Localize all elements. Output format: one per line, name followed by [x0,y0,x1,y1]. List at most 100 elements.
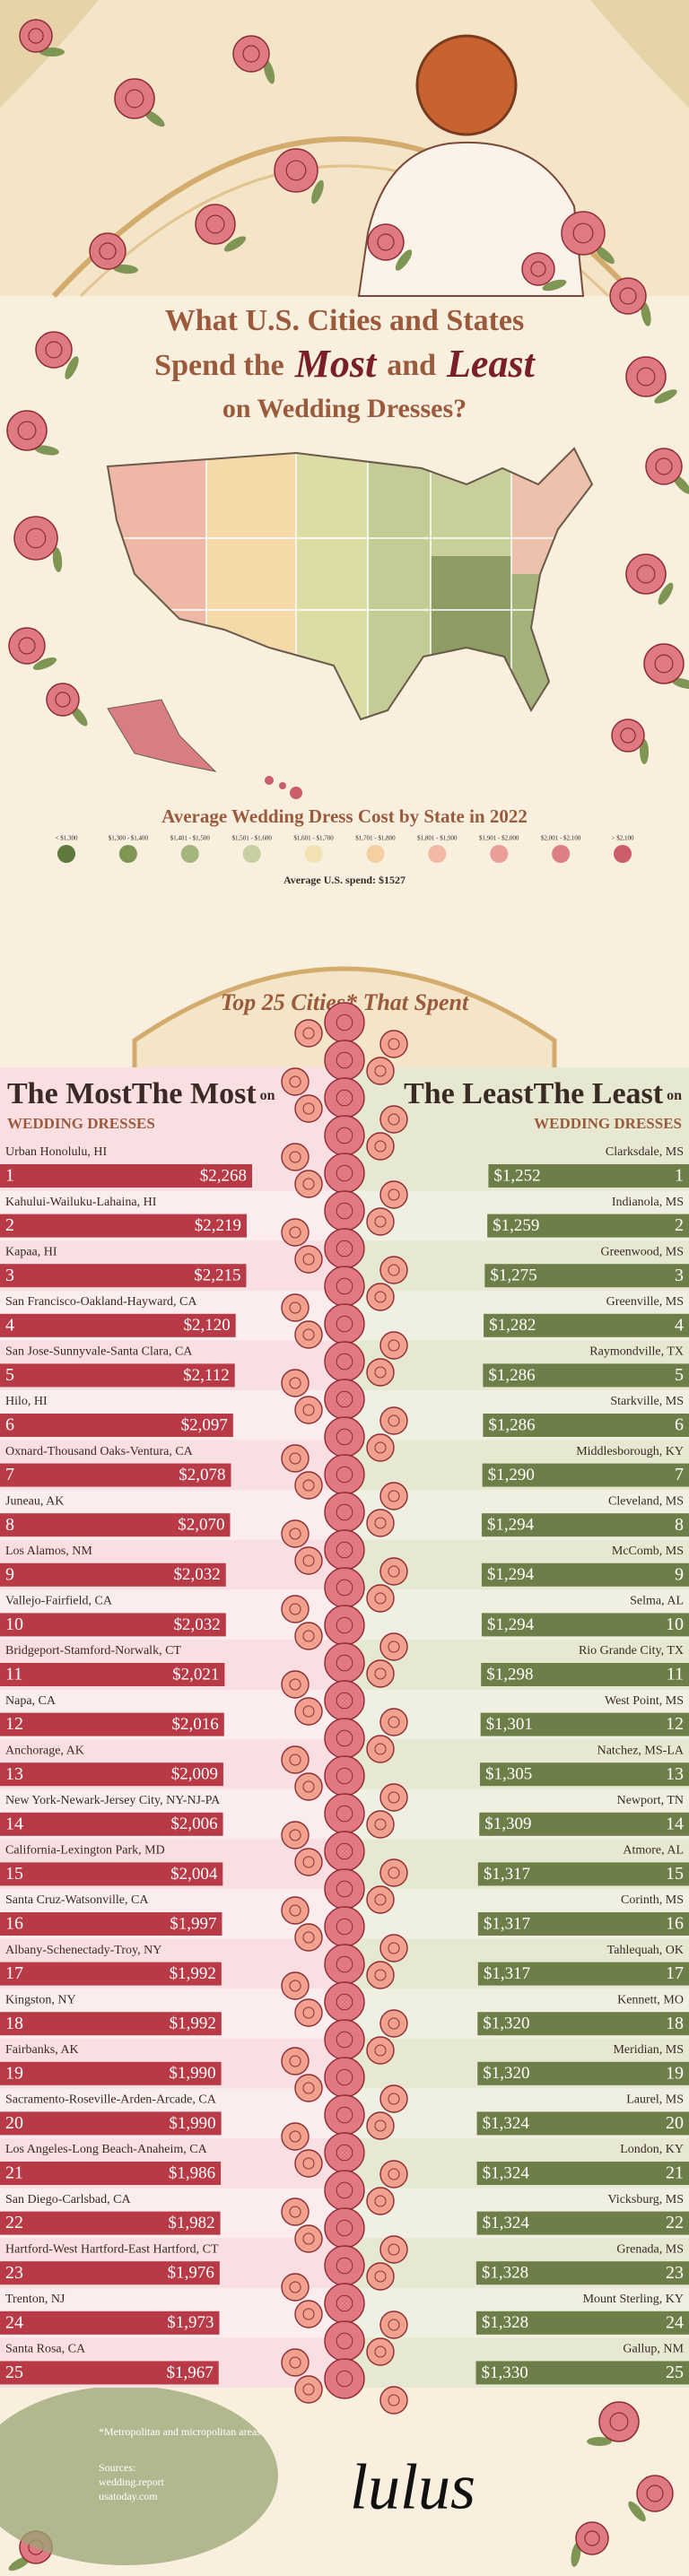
rose-center [289,2206,301,2218]
rose-center [336,1051,353,1069]
rose-center [374,1441,387,1454]
rose [294,1245,323,1274]
rose-center [45,341,63,359]
rose [19,19,53,53]
city-name: Newport, TN [617,1794,684,1807]
rose-center [302,1705,315,1718]
legend-swatch [552,845,571,863]
bar [475,2311,689,2335]
rose-center [302,1856,315,1868]
rose-center [388,2243,400,2256]
city-name: McComb, MS [612,1545,684,1558]
rose [636,2475,674,2512]
rose [324,1831,365,1872]
city-name: Gallup, NM [623,2343,684,2356]
legend-swatch [428,845,447,863]
rose [294,1094,323,1123]
rose-center [302,2308,315,2320]
rose-vine [281,1002,408,2415]
rose-center [302,1404,315,1416]
rose [324,2057,365,2098]
source: usatoday.com [99,2490,158,2502]
rose-center [336,2181,353,2199]
rose [294,1019,323,1048]
rose-center [388,2319,400,2331]
bar [483,1363,689,1388]
rank: 1 [675,1166,684,1186]
column-title-main: The Most [7,1077,133,1110]
city-name: Urban Honolulu, HI [5,1145,107,1159]
rank: 21 [5,2163,23,2183]
value-label: $1,328 [482,2264,528,2283]
rank: 12 [666,1714,684,1734]
rose [324,1190,365,1231]
bar [481,1513,689,1537]
rose [625,553,667,595]
city-name: Selma, AL [630,1595,684,1608]
rose [366,1810,395,1839]
rose [281,1369,310,1397]
rose [366,1735,395,1763]
rose [379,1557,408,1586]
bar [480,1712,689,1736]
rose-center [289,2356,301,2369]
leaf [587,2437,612,2446]
rose-center [336,2294,353,2312]
value-label: $1,992 [170,2015,216,2033]
rose-center [289,1452,301,1465]
leaf [571,2542,581,2567]
column-subtitle: WEDDING DRESSES [534,1115,682,1132]
rose-center [336,1466,353,1484]
rose [294,1772,323,1801]
rose [379,2386,408,2415]
city-name: Vallejo-Fairfield, CA [5,1595,113,1608]
value-label: $1,324 [483,2214,530,2232]
bar [475,2361,689,2385]
bar [0,2111,222,2136]
rose [324,1266,365,1307]
leaf [542,279,567,292]
bar [484,1264,689,1288]
rose-center [336,1541,353,1559]
value-label: $2,215 [194,1266,240,1285]
city-name: Kennett, MO [617,1993,684,2006]
rank: 18 [5,2014,23,2033]
legend-label: $1,701 - $1,800 [355,835,396,842]
city-name: San Francisco-Oakland-Hayward, CA [5,1295,197,1309]
bar [0,1164,253,1188]
rose-center [302,1102,315,1115]
rose [324,1906,365,1947]
rose-center [584,2530,600,2546]
rank: 5 [5,1365,14,1385]
rose-center [336,1277,353,1295]
value-label: $1,990 [169,2064,215,2083]
rose [379,1256,408,1284]
rose [645,448,683,485]
rank: 11 [667,1665,684,1684]
rose [324,2283,365,2324]
bar [0,2311,220,2335]
rose-center [388,1716,400,1728]
rose-center [336,2031,353,2049]
city-name: Albany-Schenectady-Troy, NY [5,1944,161,1957]
rank: 15 [5,1864,23,1884]
rank: 23 [666,2263,684,2283]
rank: 14 [5,1814,23,1833]
city-name: Laurel, MS [626,2093,684,2107]
rank: 11 [5,1665,22,1684]
rose [274,148,318,193]
rose [281,1444,310,1473]
value-label: $1,282 [489,1316,536,1335]
rose [521,252,555,286]
rose [294,2375,323,2404]
rose [294,2074,323,2102]
rose-center [289,2281,301,2293]
legend-swatch [366,845,385,863]
rank: 4 [5,1315,14,1335]
title-emphasis: Least [446,342,536,386]
rose-center [374,1517,387,1529]
rose [366,2036,395,2065]
rose-center [374,2044,387,2057]
footer-note: *Metropolitan and micropolitan areas [99,2425,261,2438]
